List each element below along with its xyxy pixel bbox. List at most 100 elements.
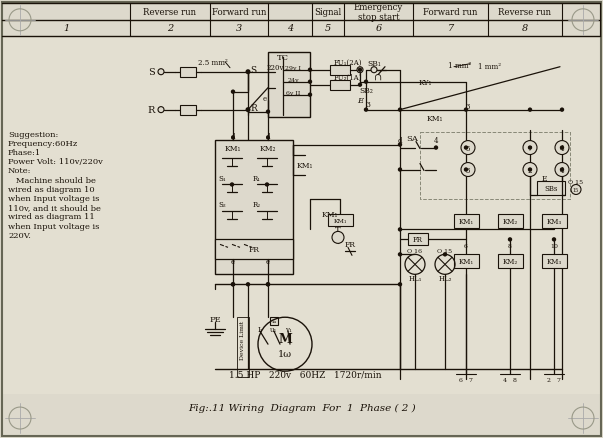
Circle shape bbox=[398, 108, 402, 113]
Circle shape bbox=[398, 143, 402, 148]
Text: Suggestion:
Frequency:60Hz
Phase:1
Power Volt: 110v/220v
Note:
   Machine should: Suggestion: Frequency:60Hz Phase:1 Power… bbox=[8, 130, 103, 239]
Circle shape bbox=[266, 136, 270, 140]
Text: S: S bbox=[250, 66, 256, 75]
Circle shape bbox=[231, 136, 235, 140]
Text: KM₁: KM₁ bbox=[427, 114, 443, 122]
Text: HL₂: HL₂ bbox=[438, 275, 452, 283]
Text: KM₁: KM₁ bbox=[458, 218, 473, 226]
Circle shape bbox=[245, 70, 250, 75]
Text: Emergency
stop start: Emergency stop start bbox=[354, 3, 403, 22]
Text: KM₁: KM₁ bbox=[297, 161, 313, 169]
Bar bbox=[180, 67, 196, 78]
Text: R₁: R₁ bbox=[253, 174, 261, 182]
Text: 2: 2 bbox=[547, 377, 551, 382]
Bar bbox=[454, 255, 479, 269]
Circle shape bbox=[398, 228, 402, 232]
Circle shape bbox=[464, 168, 468, 172]
Text: KY₁: KY₁ bbox=[418, 78, 432, 86]
Text: S: S bbox=[148, 68, 155, 77]
Text: 1 mm²: 1 mm² bbox=[479, 63, 502, 71]
Text: 4: 4 bbox=[287, 24, 293, 33]
Text: 5: 5 bbox=[466, 144, 470, 152]
Circle shape bbox=[443, 253, 447, 257]
Text: E: E bbox=[541, 174, 547, 182]
Text: d: d bbox=[398, 136, 402, 144]
Text: 15: 15 bbox=[573, 187, 579, 193]
Bar bbox=[237, 318, 249, 377]
Text: Reverse run: Reverse run bbox=[499, 8, 552, 17]
Bar bbox=[330, 81, 350, 91]
Text: 7: 7 bbox=[469, 377, 473, 382]
Circle shape bbox=[266, 283, 270, 287]
Text: 7: 7 bbox=[557, 377, 561, 382]
Text: Signal: Signal bbox=[314, 8, 342, 17]
Text: FR: FR bbox=[248, 246, 259, 254]
Circle shape bbox=[364, 108, 368, 113]
Circle shape bbox=[332, 232, 344, 244]
Text: TC: TC bbox=[277, 53, 289, 62]
Circle shape bbox=[231, 283, 235, 287]
Circle shape bbox=[555, 163, 569, 177]
Text: 6: 6 bbox=[464, 244, 468, 248]
Text: KM₁: KM₁ bbox=[225, 144, 241, 152]
Text: S₁: S₁ bbox=[218, 174, 226, 182]
Text: KM₁: KM₁ bbox=[322, 211, 338, 219]
Text: I₁: I₁ bbox=[257, 325, 263, 333]
Text: FR: FR bbox=[344, 241, 356, 249]
Circle shape bbox=[266, 283, 270, 287]
Circle shape bbox=[523, 141, 537, 155]
Circle shape bbox=[308, 80, 312, 85]
Circle shape bbox=[434, 146, 438, 150]
Circle shape bbox=[231, 90, 235, 95]
Text: KM₁: KM₁ bbox=[333, 219, 347, 223]
Bar bbox=[215, 240, 293, 260]
Text: R₂: R₂ bbox=[253, 201, 261, 209]
Text: KM₃: KM₃ bbox=[546, 258, 561, 266]
Circle shape bbox=[523, 163, 537, 177]
Text: O 15: O 15 bbox=[569, 180, 584, 184]
Text: R: R bbox=[148, 106, 155, 115]
Text: 5: 5 bbox=[325, 24, 331, 33]
Text: Forward run: Forward run bbox=[212, 8, 266, 17]
Text: ∘∘: ∘∘ bbox=[271, 319, 277, 324]
Text: R: R bbox=[250, 104, 257, 113]
Circle shape bbox=[560, 168, 564, 172]
Text: O 16: O 16 bbox=[408, 248, 423, 253]
Circle shape bbox=[464, 108, 468, 113]
Bar bbox=[3, 38, 600, 394]
Circle shape bbox=[308, 68, 312, 73]
Text: v₁: v₁ bbox=[285, 325, 291, 333]
Bar bbox=[498, 215, 523, 229]
Bar bbox=[215, 140, 293, 275]
Text: SB₁: SB₁ bbox=[367, 60, 381, 67]
Text: FR: FR bbox=[413, 236, 423, 244]
Circle shape bbox=[528, 168, 532, 172]
Text: 1ω: 1ω bbox=[278, 349, 292, 358]
Text: 1.5 HP   220v   60HZ   1720r/min: 1.5 HP 220v 60HZ 1720r/min bbox=[229, 370, 381, 379]
Text: e: e bbox=[266, 258, 270, 266]
Circle shape bbox=[371, 67, 377, 74]
Text: KM₂: KM₂ bbox=[502, 258, 517, 266]
Text: 2: 2 bbox=[528, 166, 532, 174]
Text: e: e bbox=[263, 95, 267, 102]
Bar bbox=[498, 255, 523, 269]
Text: 4: 4 bbox=[560, 144, 564, 152]
Circle shape bbox=[560, 146, 564, 150]
Text: 3: 3 bbox=[466, 166, 470, 174]
Text: 4: 4 bbox=[560, 166, 564, 174]
Bar bbox=[330, 66, 350, 75]
Text: 6: 6 bbox=[459, 377, 463, 382]
Circle shape bbox=[265, 183, 269, 187]
Bar bbox=[270, 318, 278, 325]
Bar bbox=[454, 215, 479, 229]
Text: 8: 8 bbox=[513, 377, 517, 382]
Text: e: e bbox=[231, 258, 235, 266]
Circle shape bbox=[158, 107, 164, 113]
Text: 3: 3 bbox=[466, 102, 470, 110]
Text: 6: 6 bbox=[376, 24, 382, 33]
Circle shape bbox=[246, 283, 250, 287]
Bar bbox=[542, 255, 567, 269]
Circle shape bbox=[358, 83, 362, 88]
Bar bbox=[180, 106, 196, 115]
Text: 10: 10 bbox=[550, 244, 558, 248]
